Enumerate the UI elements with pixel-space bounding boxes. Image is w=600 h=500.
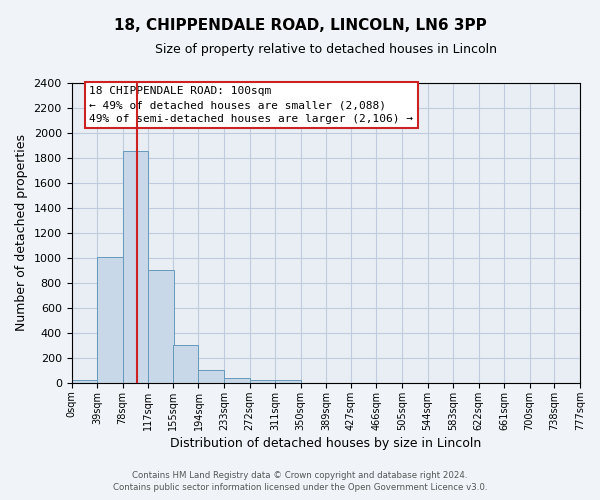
Bar — [173, 346, 199, 383]
Text: 18 CHIPPENDALE ROAD: 100sqm
← 49% of detached houses are smaller (2,088)
49% of : 18 CHIPPENDALE ROAD: 100sqm ← 49% of det… — [89, 86, 413, 124]
Title: Size of property relative to detached houses in Lincoln: Size of property relative to detached ho… — [155, 42, 497, 56]
Bar — [275, 380, 301, 383]
Bar — [122, 150, 148, 383]
Y-axis label: Number of detached properties: Number of detached properties — [15, 134, 28, 332]
Bar — [224, 378, 250, 383]
Bar — [97, 258, 122, 383]
Bar — [199, 370, 224, 383]
Text: 18, CHIPPENDALE ROAD, LINCOLN, LN6 3PP: 18, CHIPPENDALE ROAD, LINCOLN, LN6 3PP — [113, 18, 487, 32]
Text: Contains HM Land Registry data © Crown copyright and database right 2024.
Contai: Contains HM Land Registry data © Crown c… — [113, 471, 487, 492]
Bar — [71, 380, 97, 383]
X-axis label: Distribution of detached houses by size in Lincoln: Distribution of detached houses by size … — [170, 437, 481, 450]
Bar — [148, 270, 173, 383]
Bar — [250, 380, 275, 383]
